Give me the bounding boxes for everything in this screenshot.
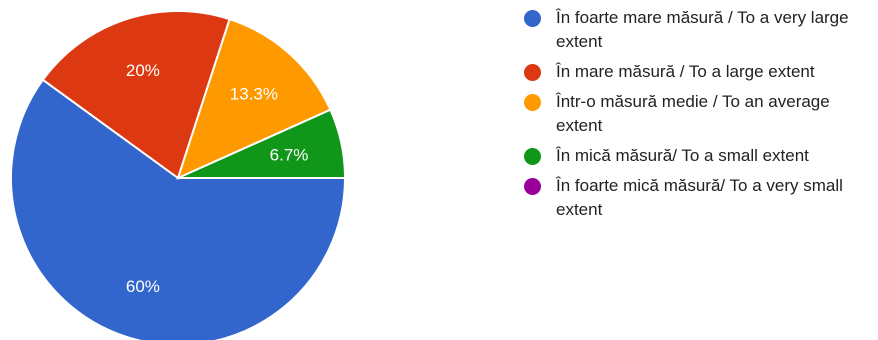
legend-item-small[interactable]: În mică măsură/ To a small extent xyxy=(524,144,874,168)
slice-label-average: 13.3% xyxy=(230,85,278,104)
legend-label-small: În mică măsură/ To a small extent xyxy=(556,146,809,165)
legend: În foarte mare măsură / To a very large … xyxy=(524,6,874,228)
legend-item-very-small[interactable]: În foarte mică măsură/ To a very small e… xyxy=(524,174,874,222)
legend-swatch-very-small xyxy=(524,178,541,195)
legend-swatch-very-large xyxy=(524,10,541,27)
pie-slice-large[interactable] xyxy=(41,10,231,180)
legend-item-very-large[interactable]: În foarte mare măsură / To a very large … xyxy=(524,6,874,54)
legend-label-average: Într-o măsură medie / To an average exte… xyxy=(556,92,830,135)
legend-swatch-average xyxy=(524,94,541,111)
legend-swatch-large xyxy=(524,64,541,81)
legend-item-average[interactable]: Într-o măsură medie / To an average exte… xyxy=(524,90,874,138)
pie-slice-very-large[interactable] xyxy=(10,78,347,340)
legend-label-large: În mare măsură / To a large extent xyxy=(556,62,815,81)
slice-label-very-large: 60% xyxy=(126,277,160,296)
pie-slice-average[interactable] xyxy=(176,17,332,180)
legend-label-very-small: În foarte mică măsură/ To a very small e… xyxy=(556,176,843,219)
pie-slice-small[interactable] xyxy=(177,108,347,179)
legend-label-very-large: În foarte mare măsură / To a very large … xyxy=(556,8,849,51)
legend-swatch-small xyxy=(524,148,541,165)
legend-item-large[interactable]: În mare măsură / To a large extent xyxy=(524,60,874,84)
slice-label-large: 20% xyxy=(126,61,160,80)
slice-label-small: 6.7% xyxy=(270,145,309,164)
